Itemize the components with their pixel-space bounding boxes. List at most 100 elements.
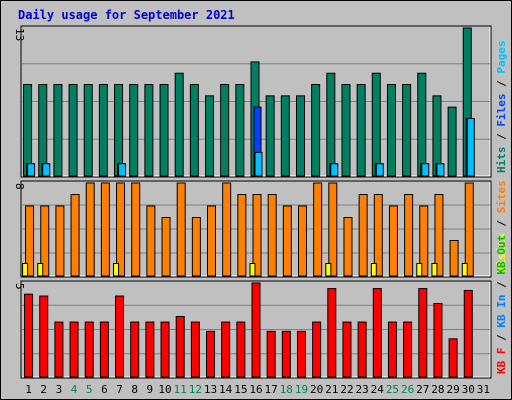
bar-hits-day-9	[144, 84, 154, 177]
bar-sites-day-3	[55, 205, 65, 277]
bar-hits-day-21	[326, 72, 336, 177]
bar-hits-day-29	[447, 106, 457, 177]
bar-sites-day-25	[388, 205, 398, 277]
bar-sites-day-17	[267, 194, 277, 277]
day-label-14: 14	[219, 383, 233, 396]
day-label-16: 16	[249, 383, 262, 396]
bar-sites-day-24	[373, 194, 383, 277]
bar-kbf-day-28	[433, 302, 443, 378]
legend-entry: Files	[495, 94, 508, 134]
day-label-8: 8	[131, 383, 138, 396]
bar-hits-day-13	[205, 95, 215, 177]
bar-visits-day-28	[431, 263, 438, 277]
bar-visits-day-2	[37, 263, 44, 277]
bar-sites-day-30	[464, 182, 474, 277]
bar-visits-day-21	[325, 263, 332, 277]
day-label-4: 4	[71, 383, 78, 396]
bar-kbf-day-24	[372, 288, 382, 378]
bar-sites-day-1	[25, 205, 35, 277]
day-label-19: 19	[295, 383, 308, 396]
bar-kbf-day-3	[54, 321, 64, 378]
day-label-28: 28	[431, 383, 444, 396]
bar-visits-day-1	[22, 263, 29, 277]
bar-sites-day-23	[358, 194, 368, 277]
day-label-26: 26	[401, 383, 414, 396]
legend-entry: /	[495, 133, 508, 147]
bar-kbf-day-23	[357, 321, 367, 378]
bar-sites-day-6	[100, 182, 110, 277]
bar-sites-day-13	[207, 205, 217, 277]
bar-hits-day-5	[83, 84, 93, 177]
bar-sites-day-2	[40, 205, 50, 277]
day-label-24: 24	[371, 383, 385, 396]
day-label-3: 3	[56, 383, 63, 396]
bar-hits-day-18	[280, 95, 290, 177]
day-label-18: 18	[280, 383, 293, 396]
day-label-12: 12	[189, 383, 202, 396]
bar-hits-day-26	[402, 84, 412, 177]
ymax-label-panel-2: 8	[13, 183, 26, 190]
bar-kbf-day-17	[266, 330, 276, 378]
day-label-25: 25	[386, 383, 399, 396]
bar-visits-day-27	[416, 263, 423, 277]
day-label-9: 9	[147, 383, 154, 396]
bar-kbf-day-2	[39, 295, 49, 378]
day-label-27: 27	[416, 383, 429, 396]
bar-kbf-day-20	[312, 321, 322, 378]
bar-hits-day-7	[114, 84, 124, 177]
day-label-2: 2	[40, 383, 47, 396]
bar-sites-day-26	[404, 194, 414, 277]
bar-sites-day-16	[252, 194, 262, 277]
bar-hits-day-11	[174, 72, 184, 177]
bar-sites-day-18	[282, 205, 292, 277]
legend-entry: Pages	[495, 41, 508, 81]
legend-panel-1: Hits / Files / Pages	[495, 41, 508, 174]
bar-visits-day-16	[249, 263, 256, 277]
day-label-20: 20	[310, 383, 323, 396]
legend-entry: Sites	[495, 180, 508, 220]
bar-kbf-day-8	[130, 321, 140, 378]
legend-entry: KB In	[495, 295, 508, 335]
bar-sites-day-11	[176, 182, 186, 277]
bar-pages-day-16	[254, 151, 263, 177]
day-label-5: 5	[86, 383, 93, 396]
bar-hits-day-8	[129, 84, 139, 177]
bar-kbf-day-6	[99, 321, 109, 378]
day-label-23: 23	[356, 383, 369, 396]
bar-kbf-day-18	[281, 330, 291, 378]
bar-kbf-day-29	[448, 338, 458, 378]
bar-sites-day-29	[449, 240, 459, 277]
day-label-17: 17	[265, 383, 278, 396]
bar-sites-day-4	[70, 194, 80, 277]
bar-pages-day-2	[42, 163, 51, 177]
day-label-1: 1	[25, 383, 32, 396]
bar-sites-day-15	[237, 194, 247, 277]
bar-sites-day-27	[419, 205, 429, 277]
day-label-7: 7	[116, 383, 123, 396]
bar-kbf-day-12	[190, 321, 200, 378]
legend-panel-2: Visits / Sites	[495, 180, 508, 273]
chart-title: Daily usage for September 2021	[18, 8, 235, 22]
bar-hits-day-2	[38, 84, 48, 177]
bar-sites-day-28	[434, 194, 444, 277]
bar-sites-day-22	[343, 217, 353, 277]
legend-entry: /	[495, 80, 508, 94]
day-label-30: 30	[462, 383, 475, 396]
bar-hits-day-20	[311, 84, 321, 177]
bar-kbf-day-14	[221, 321, 231, 378]
bar-pages-day-1	[27, 163, 36, 177]
bar-sites-day-21	[328, 182, 338, 277]
day-label-13: 13	[204, 383, 217, 396]
bar-hits-day-10	[159, 84, 169, 177]
legend-entry: KB Out	[495, 235, 508, 281]
day-label-21: 21	[325, 383, 338, 396]
bar-visits-day-7	[113, 263, 120, 277]
day-label-11: 11	[174, 383, 187, 396]
legend-panel-3: KB F / KB In / KB Out	[495, 235, 508, 374]
bar-pages-day-30	[466, 117, 475, 177]
bar-kbf-day-30	[463, 289, 473, 378]
day-label-29: 29	[446, 383, 459, 396]
ymax-label-panel-3: 5	[13, 283, 26, 290]
bar-visits-day-24	[370, 263, 377, 277]
